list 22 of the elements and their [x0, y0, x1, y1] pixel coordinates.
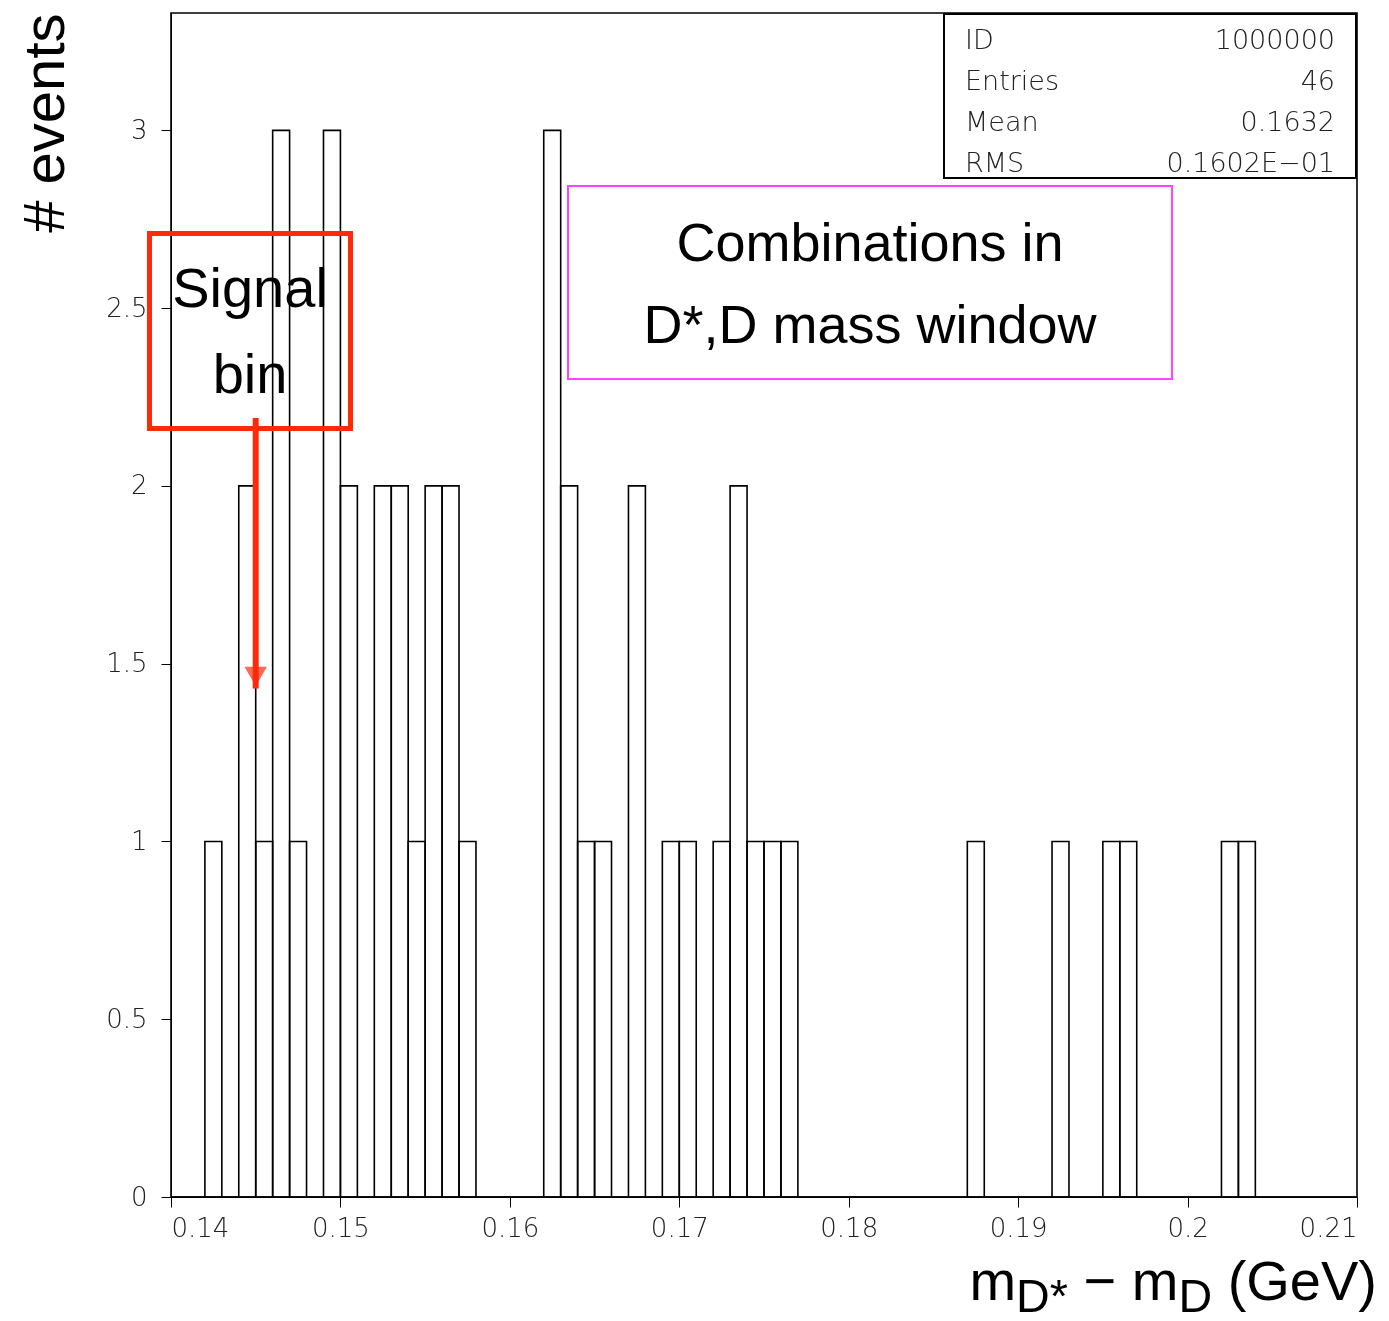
x-tick-label: 0.19 — [989, 1212, 1048, 1243]
y-axis-title: # events — [11, 13, 77, 233]
y-tick-label: 2.5 — [106, 292, 148, 323]
text: Entries 46 — [965, 65, 1335, 96]
x-tick-label: 0.18 — [820, 1212, 879, 1243]
x-axis-title: m$_{D*}$ − m$_{D}$ (GeV) — [969, 1248, 1377, 1321]
text: RMS 0.1602E−01 — [965, 147, 1335, 178]
y-tick-label: 0.5 — [106, 1003, 148, 1034]
y-tick-label: 0 — [130, 1181, 148, 1212]
x-tick-label: 0.2 — [1167, 1212, 1209, 1243]
x-tick-label: 0.21 — [1299, 1212, 1358, 1243]
x-tick-label: 0.15 — [311, 1212, 370, 1243]
y-tick-label: 2 — [130, 470, 148, 501]
y-tick-label: 3 — [130, 114, 148, 145]
y-tick-label: 1 — [130, 825, 148, 856]
x-tick-label: 0.17 — [650, 1212, 709, 1243]
x-tick-label: 0.14 — [171, 1212, 230, 1243]
x-tick-label: 0.16 — [481, 1212, 540, 1243]
text: Mean 0.1632 — [965, 106, 1335, 137]
y-tick-label: 1.5 — [106, 648, 148, 679]
text: ID 1000000 — [965, 24, 1335, 55]
annotation: Combinations in D*,D mass window — [567, 185, 1173, 380]
